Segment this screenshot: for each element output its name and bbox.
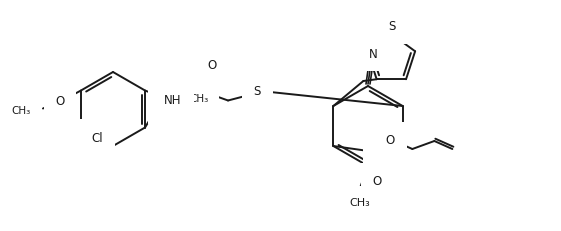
Text: CH₃: CH₃ — [12, 106, 31, 116]
Text: CH₃: CH₃ — [189, 93, 208, 103]
Text: S: S — [389, 20, 396, 33]
Text: O: O — [56, 94, 65, 108]
Text: O: O — [159, 100, 169, 112]
Text: N: N — [369, 47, 378, 60]
Text: O: O — [386, 134, 395, 147]
Text: Cl: Cl — [91, 131, 103, 144]
Text: S: S — [254, 85, 261, 97]
Text: HN: HN — [375, 145, 393, 158]
Text: CH₃: CH₃ — [350, 197, 370, 207]
Text: O: O — [208, 59, 217, 72]
Text: O: O — [373, 175, 382, 188]
Text: NH: NH — [164, 94, 182, 106]
